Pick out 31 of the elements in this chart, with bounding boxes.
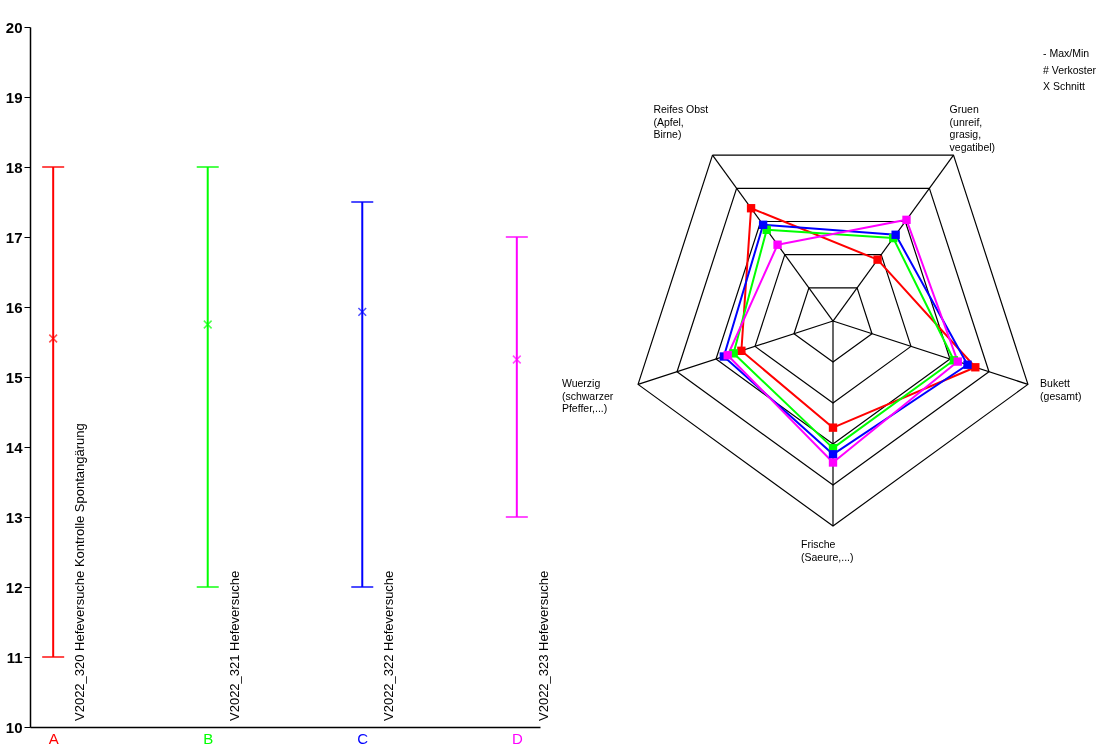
annotation: V2022_320 Hefeversuche Kontrolle Spontangärung [72, 423, 88, 721]
y-tick-label: 15 [5, 368, 23, 386]
spoke-label: Wuerzig (schwarzer Pfeffer,...) [561, 377, 614, 415]
text: X Schnitt [1043, 80, 1086, 92]
point [512, 354, 522, 365]
annotation: V2022_321 Hefeversuche [226, 570, 242, 721]
x-tick-label: C [357, 729, 369, 747]
x-tick-label: B [203, 729, 214, 747]
annotation: V2022_323 Hefeversuche [535, 570, 551, 721]
y-tick-label: 18 [5, 158, 23, 176]
text: - Max/Min [1043, 47, 1090, 59]
y-tick-label: 17 [5, 228, 23, 246]
spoke-label: Bukett (gesamt) [1040, 377, 1082, 402]
point [357, 307, 367, 317]
y-tick-label: 11 [6, 648, 23, 666]
point [48, 333, 58, 344]
y-tick-label: 14 [5, 438, 24, 456]
x-tick-label: D [511, 729, 523, 747]
point [203, 319, 213, 330]
text: # Verkoster [1043, 63, 1097, 76]
y-tick-label: 12 [5, 578, 23, 596]
x-tick-label: A [48, 729, 59, 747]
spoke-label: Gruen (unreif, grasig, vegatibel) [949, 103, 996, 153]
annotation: V2022_322 Hefeversuche [381, 570, 397, 721]
y-tick-label: 13 [5, 508, 23, 526]
spoke-label: Frische (Saeure,...) [801, 538, 854, 563]
y-tick-label: 10 [5, 718, 23, 736]
y-tick-label: 20 [5, 18, 23, 36]
y-tick-label: 16 [5, 298, 23, 316]
y-tick-label: 19 [5, 88, 23, 106]
spoke-label: Reifes Obst (Apfel, Birne) [653, 103, 709, 141]
